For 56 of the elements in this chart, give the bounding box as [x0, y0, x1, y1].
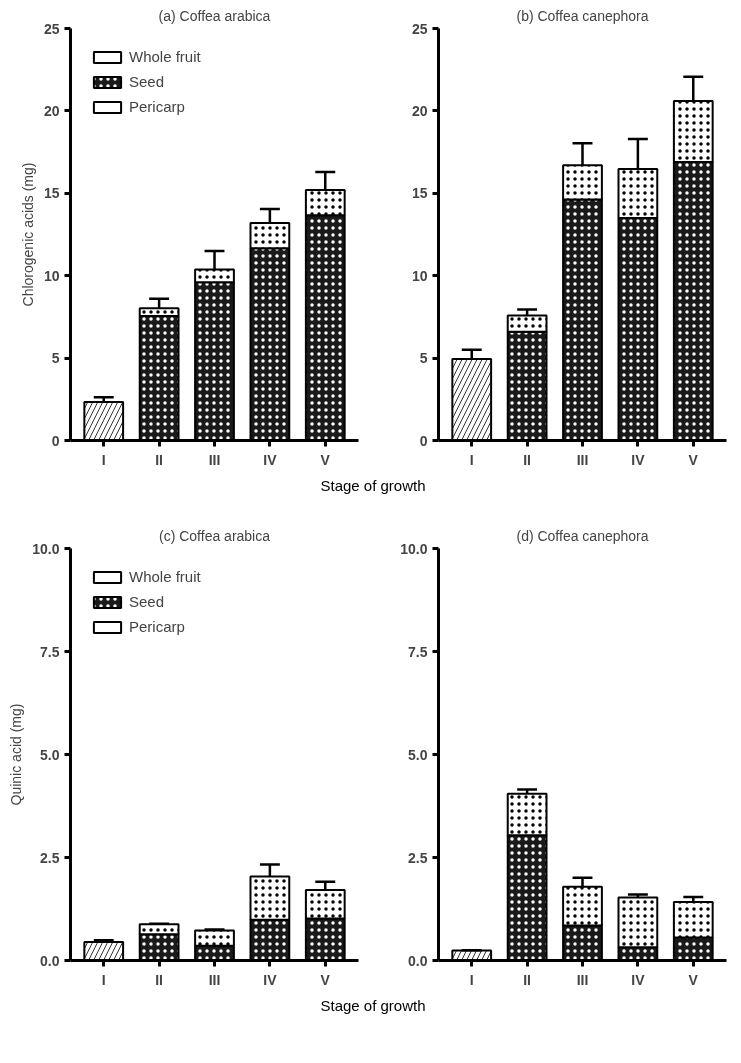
x-tick-label: IV	[631, 971, 646, 988]
legend-label: Seed	[129, 593, 165, 610]
y-tick-label: 0.0	[408, 952, 428, 969]
x-tick-label: V	[688, 451, 699, 468]
legend-label: Whole fruit	[129, 48, 201, 65]
x-tick-label: III	[576, 451, 589, 468]
x-tick-label: III	[576, 971, 589, 988]
chart-title: (b) Coffea canephora	[516, 7, 649, 24]
legend-label: Pericarp	[129, 618, 185, 635]
y-tick-label: 5	[419, 350, 428, 367]
x-tick-label: II	[155, 971, 164, 988]
y-tick-label: 15	[411, 185, 428, 202]
y-tick-label: 20	[411, 102, 428, 119]
x-tick-label: IV	[631, 451, 646, 468]
y-axis-title: Quinic acid (mg)	[8, 703, 25, 806]
y-tick-label: 10.0	[32, 540, 60, 557]
y-tick-label: 10	[411, 267, 428, 284]
y-tick-label: 5.0	[40, 746, 60, 763]
y-tick-label: 0	[419, 432, 428, 449]
x-tick-label: I	[469, 451, 474, 468]
y-tick-label: 15	[43, 185, 60, 202]
y-tick-label: 0	[51, 432, 60, 449]
x-tick-label: II	[523, 971, 532, 988]
y-tick-label: 25	[411, 20, 428, 37]
legend-label: Seed	[129, 73, 165, 90]
x-tick-label: I	[101, 971, 106, 988]
y-tick-label: 5.0	[408, 746, 428, 763]
x-tick-label: IV	[263, 971, 278, 988]
x-tick-label: IV	[263, 451, 278, 468]
y-tick-label: 25	[43, 20, 60, 37]
y-tick-label: 7.5	[408, 643, 428, 660]
y-tick-label: 7.5	[40, 643, 60, 660]
chart-title: (d) Coffea canephora	[516, 527, 649, 544]
x-axis-title: Stage of growth	[320, 996, 426, 1016]
x-axis-title: Stage of growth	[320, 476, 426, 496]
x-tick-label: V	[320, 971, 331, 988]
x-tick-label: III	[208, 451, 221, 468]
x-tick-label: I	[101, 451, 106, 468]
x-tick-label: V	[320, 451, 331, 468]
y-tick-label: 0.0	[40, 952, 60, 969]
chart-title: (c) Coffea arabica	[158, 527, 271, 544]
y-tick-label: 10	[43, 267, 60, 284]
x-tick-label: II	[155, 451, 164, 468]
x-tick-label: II	[523, 451, 532, 468]
x-tick-label: III	[208, 971, 221, 988]
y-axis-title: Chlorogenic acids (mg)	[19, 162, 36, 307]
x-tick-label: V	[688, 971, 699, 988]
x-tick-label: I	[469, 971, 474, 988]
y-tick-label: 2.5	[40, 849, 60, 866]
legend-label: Whole fruit	[129, 568, 201, 585]
y-tick-label: 10.0	[400, 540, 428, 557]
chart-title: (a) Coffea arabica	[158, 7, 271, 24]
y-tick-label: 20	[43, 102, 60, 119]
legend-label: Pericarp	[129, 98, 185, 115]
y-tick-label: 5	[51, 350, 60, 367]
y-tick-label: 2.5	[408, 849, 428, 866]
